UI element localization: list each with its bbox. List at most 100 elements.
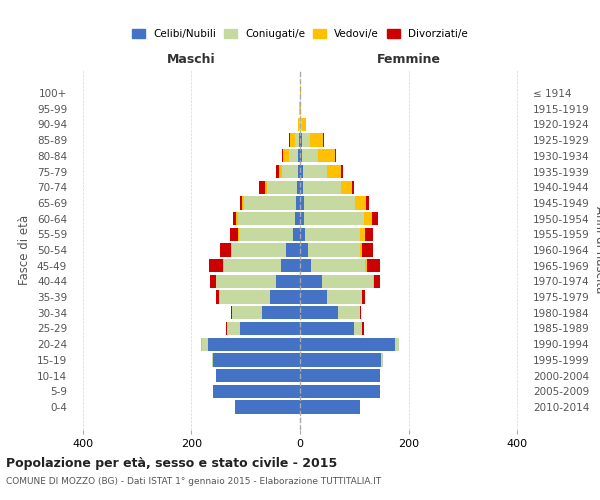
Bar: [372, 212, 377, 226]
Bar: [367, 259, 380, 272]
Bar: [298, 165, 300, 178]
Bar: [290, 134, 295, 147]
Bar: [327, 165, 341, 178]
Text: Femmine: Femmine: [377, 54, 440, 66]
Bar: [230, 306, 232, 320]
Bar: [235, 400, 300, 413]
Bar: [233, 212, 236, 226]
Bar: [202, 338, 208, 351]
Bar: [240, 196, 242, 209]
Bar: [300, 196, 304, 209]
Bar: [310, 134, 323, 147]
Bar: [218, 290, 270, 304]
Bar: [322, 274, 373, 288]
Bar: [360, 228, 365, 241]
Bar: [238, 228, 239, 241]
Bar: [239, 228, 293, 241]
Bar: [300, 244, 308, 256]
Bar: [281, 259, 300, 272]
Bar: [262, 306, 300, 320]
Bar: [296, 196, 300, 209]
Bar: [224, 259, 281, 272]
Bar: [232, 306, 262, 320]
Bar: [304, 196, 355, 209]
Bar: [360, 306, 361, 320]
Bar: [362, 322, 364, 335]
Bar: [302, 118, 306, 131]
Bar: [298, 118, 299, 131]
Bar: [300, 306, 338, 320]
Bar: [300, 149, 302, 162]
Bar: [300, 228, 305, 241]
Bar: [212, 353, 213, 366]
Bar: [216, 274, 275, 288]
Bar: [354, 322, 362, 335]
Y-axis label: Fasce di età: Fasce di età: [19, 215, 31, 285]
Bar: [259, 180, 265, 194]
Bar: [295, 212, 300, 226]
Bar: [300, 180, 303, 194]
Bar: [227, 322, 240, 335]
Bar: [238, 212, 295, 226]
Bar: [299, 118, 300, 131]
Bar: [275, 274, 300, 288]
Bar: [338, 306, 360, 320]
Bar: [213, 353, 300, 366]
Bar: [300, 165, 303, 178]
Bar: [319, 149, 335, 162]
Bar: [226, 322, 227, 335]
Text: COMUNE DI MOZZO (BG) - Dati ISTAT 1° gennaio 2015 - Elaborazione TUTTITALIA.IT: COMUNE DI MOZZO (BG) - Dati ISTAT 1° gen…: [6, 478, 381, 486]
Bar: [232, 244, 286, 256]
Bar: [265, 180, 268, 194]
Bar: [298, 149, 300, 162]
Bar: [201, 338, 202, 351]
Bar: [300, 102, 301, 116]
Bar: [355, 196, 366, 209]
Bar: [300, 290, 327, 304]
Bar: [341, 165, 343, 178]
Bar: [299, 134, 300, 147]
Bar: [300, 369, 380, 382]
Bar: [244, 196, 296, 209]
Bar: [300, 322, 354, 335]
Bar: [302, 134, 310, 147]
Bar: [300, 212, 304, 226]
Bar: [282, 149, 283, 162]
Bar: [335, 149, 337, 162]
Bar: [289, 149, 298, 162]
Bar: [360, 244, 362, 256]
Bar: [323, 134, 325, 147]
Bar: [216, 369, 300, 382]
Bar: [352, 180, 354, 194]
Bar: [365, 259, 367, 272]
Bar: [373, 274, 374, 288]
Bar: [362, 290, 365, 304]
Bar: [300, 400, 360, 413]
Bar: [216, 290, 218, 304]
Bar: [281, 165, 298, 178]
Bar: [289, 134, 290, 147]
Bar: [304, 212, 364, 226]
Bar: [231, 244, 232, 256]
Bar: [395, 338, 400, 351]
Bar: [300, 353, 382, 366]
Bar: [311, 259, 365, 272]
Bar: [236, 212, 238, 226]
Bar: [208, 338, 300, 351]
Bar: [300, 259, 311, 272]
Bar: [268, 180, 297, 194]
Bar: [303, 165, 327, 178]
Bar: [240, 322, 300, 335]
Bar: [220, 244, 231, 256]
Bar: [230, 228, 238, 241]
Bar: [213, 384, 300, 398]
Bar: [300, 274, 322, 288]
Bar: [364, 212, 372, 226]
Legend: Celibi/Nubili, Coniugati/e, Vedovi/e, Divorziati/e: Celibi/Nubili, Coniugati/e, Vedovi/e, Di…: [128, 25, 472, 44]
Text: Popolazione per età, sesso e stato civile - 2015: Popolazione per età, sesso e stato civil…: [6, 458, 337, 470]
Bar: [308, 244, 360, 256]
Bar: [300, 118, 302, 131]
Bar: [293, 228, 300, 241]
Bar: [270, 290, 300, 304]
Bar: [276, 165, 279, 178]
